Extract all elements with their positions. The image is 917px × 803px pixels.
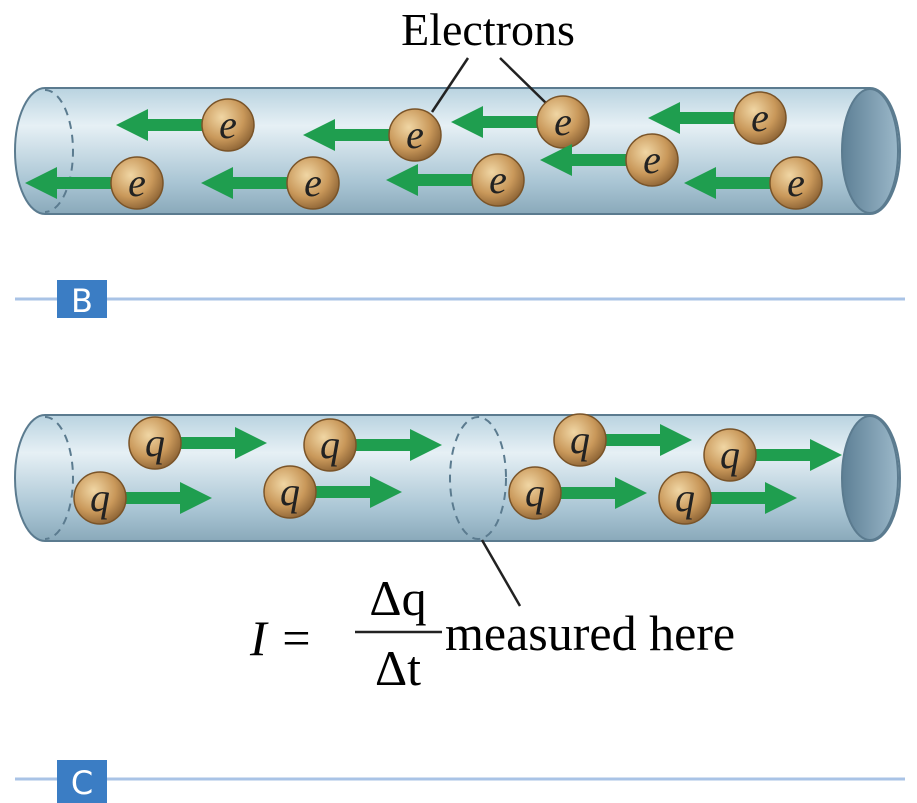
electrons-label: Electrons — [401, 4, 575, 55]
particle-label: q — [570, 417, 590, 462]
formula-lhs: I = — [249, 610, 313, 666]
leader-line — [482, 540, 520, 606]
particle-label: q — [675, 475, 695, 520]
particle-label: q — [525, 470, 545, 515]
formula-numerator: Δq — [369, 570, 426, 626]
panel-label: B — [71, 282, 93, 320]
particle-label: q — [145, 420, 165, 465]
particle-label: e — [406, 112, 424, 157]
particle-label: q — [720, 432, 740, 477]
particle-label: e — [554, 99, 572, 144]
particle-label: e — [489, 157, 507, 202]
particle-label: e — [128, 160, 146, 205]
particle-label: e — [643, 137, 661, 182]
particle-label: q — [320, 422, 340, 467]
formula-note: measured here — [445, 605, 735, 661]
particle-label: e — [751, 95, 769, 140]
panel-label: C — [71, 764, 93, 802]
particle-label: e — [787, 160, 805, 205]
formula-denominator: Δt — [375, 640, 421, 696]
particle-label: q — [90, 475, 110, 520]
particle-label: q — [280, 469, 300, 514]
particle-label: e — [219, 102, 237, 147]
diagram: Electrons eeeeeeeee B qqqqqqqq I = Δq Δt… — [0, 0, 917, 803]
particle-label: e — [304, 160, 322, 205]
